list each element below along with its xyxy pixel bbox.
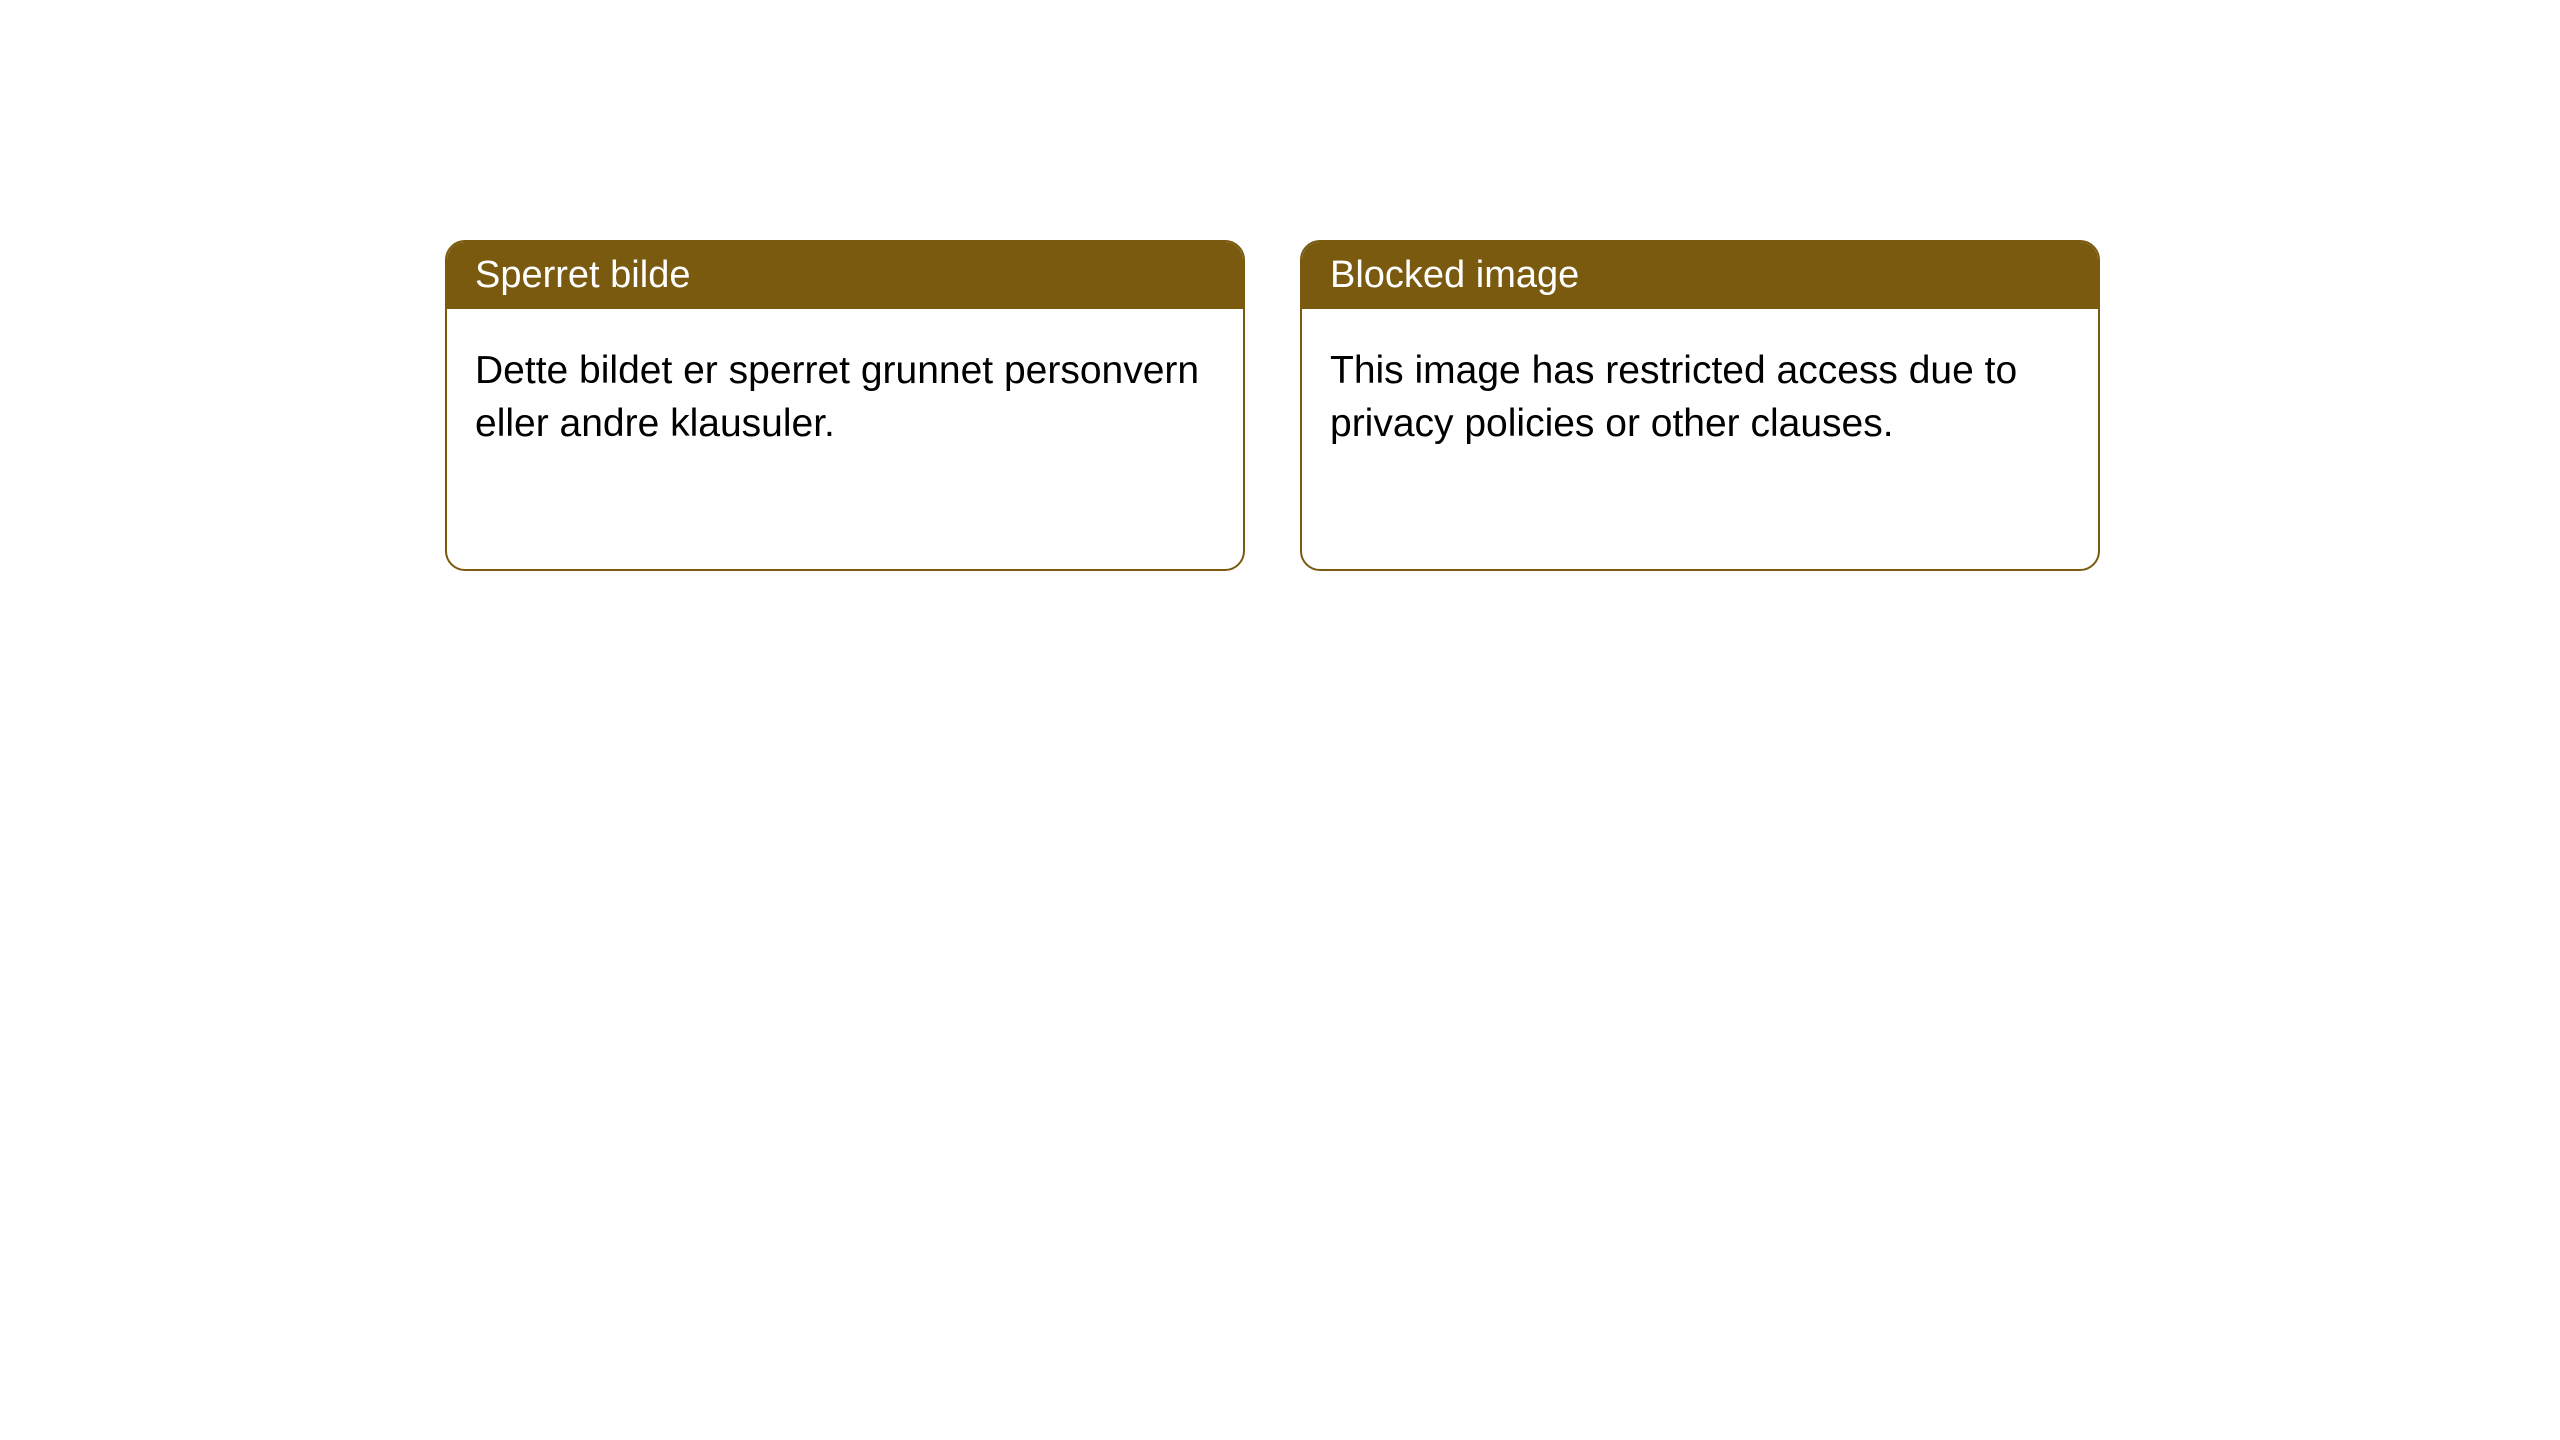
notice-card-en: Blocked image This image has restricted … xyxy=(1300,240,2100,571)
notice-card-title: Blocked image xyxy=(1302,242,2098,309)
notice-card-body: This image has restricted access due to … xyxy=(1302,309,2098,569)
notice-card-no: Sperret bilde Dette bildet er sperret gr… xyxy=(445,240,1245,571)
notice-card-title: Sperret bilde xyxy=(447,242,1243,309)
notice-card-body: Dette bildet er sperret grunnet personve… xyxy=(447,309,1243,569)
notice-container: Sperret bilde Dette bildet er sperret gr… xyxy=(0,0,2560,571)
